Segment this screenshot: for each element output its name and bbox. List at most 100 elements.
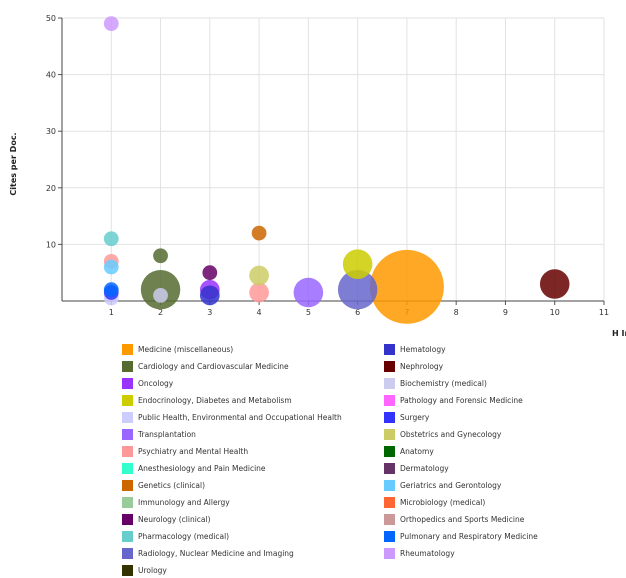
legend-label: Urology [138, 565, 167, 575]
y-tick-label: 20 [46, 184, 56, 193]
legend-item[interactable]: Hematology [384, 342, 446, 356]
legend-swatch [384, 377, 395, 389]
legend-swatch [122, 496, 133, 508]
legend-item[interactable]: Radiology, Nuclear Medicine and Imaging [122, 546, 294, 560]
bubble[interactable]: Obstetrics and Gynecology [249, 265, 269, 286]
legend-label: Dermatology [400, 463, 449, 473]
bubble[interactable]: Endocrinology, Diabetes and Metabolism [342, 249, 373, 279]
legend-label: Microbiology (medical) [400, 497, 486, 507]
bubble[interactable]: Pharmacology (medical) [103, 231, 119, 247]
legend-item[interactable]: Transplantation [122, 427, 196, 441]
legend-swatch [122, 394, 133, 406]
grid [62, 17, 605, 301]
bubble[interactable]: Nephrology [539, 269, 570, 299]
legend-label: Nephrology [400, 361, 444, 371]
bubble[interactable]: Cardiology and Cardiovascular Medicine [153, 248, 168, 264]
x-tick-label: 9 [503, 308, 508, 317]
legend-item[interactable]: Microbiology (medical) [384, 495, 485, 509]
legend-swatch [122, 343, 133, 355]
legend-label: Radiology, Nuclear Medicine and Imaging [138, 548, 294, 558]
legend-swatch [122, 377, 133, 389]
bubble[interactable]: Medicine (miscellaneous) [369, 249, 444, 324]
bubble-chart: 12345678910111020304050 Medicine (miscel… [9, 14, 626, 338]
legend: Medicine (miscellaneous) Cardiology and C… [122, 342, 542, 578]
legend-label: Hematology [400, 344, 446, 354]
legend-item[interactable]: Genetics (clinical) [122, 478, 205, 492]
x-tick-label: 3 [207, 308, 212, 317]
bubble[interactable]: Geriatrics and Gerontology [103, 259, 119, 275]
legend-item[interactable]: Surgery [384, 410, 429, 424]
legend-label: Pulmonary and Respiratory Medicine [400, 531, 538, 541]
legend-swatch [122, 513, 133, 525]
legend-item[interactable]: Anesthesiology and Pain Medicine [122, 461, 266, 475]
legend-label: Oncology [138, 378, 174, 388]
legend-label: Genetics (clinical) [138, 480, 206, 490]
legend-item[interactable]: Neurology (clinical) [122, 512, 211, 526]
legend-item[interactable]: Rheumatology [384, 546, 455, 560]
legend-item[interactable]: Oncology [122, 376, 173, 390]
y-tick-label: 40 [46, 71, 56, 80]
bubble[interactable]: Genetics (clinical) [251, 225, 267, 241]
legend-label: Psychiatry and Mental Health [138, 446, 249, 456]
legend-item[interactable]: Medicine (miscellaneous) [122, 342, 233, 356]
legend-item[interactable]: Public Health, Environmental and Occupat… [122, 410, 342, 424]
legend-item[interactable]: Dermatology [384, 461, 449, 475]
x-tick-label: 5 [306, 308, 311, 317]
y-tick-label: 30 [46, 127, 56, 136]
legend-label: Anesthesiology and Pain Medicine [138, 463, 266, 473]
legend-swatch [384, 513, 395, 525]
x-tick-label: 4 [257, 308, 262, 317]
bubble[interactable]: Biochemistry (medical) [153, 287, 168, 303]
legend-label: Orthopedics and Sports Medicine [400, 514, 525, 524]
legend-item[interactable]: Endocrinology, Diabetes and Metabolism [122, 393, 292, 407]
bubble[interactable]: Transplantation [293, 277, 324, 308]
legend-item[interactable]: Biochemistry (medical) [384, 376, 487, 390]
bubble[interactable]: Hematology [199, 285, 220, 306]
legend-label: Anatomy [400, 446, 434, 456]
x-tick-label: 10 [550, 308, 560, 317]
x-tick-label: 11 [599, 308, 609, 317]
bubble[interactable]: Neurology (clinical) [202, 265, 218, 281]
legend-item[interactable]: Immunology and Allergy [122, 495, 230, 509]
legend-label: Geriatrics and Gerontology [400, 480, 502, 490]
y-tick-label: 10 [46, 240, 56, 249]
legend-swatch [384, 547, 395, 559]
legend-item[interactable]: Orthopedics and Sports Medicine [384, 512, 524, 526]
axes: 12345678910111020304050 [46, 14, 609, 317]
legend-swatch [122, 530, 133, 542]
bubble[interactable]: Psychiatry and Mental Health [249, 282, 269, 303]
legend-item[interactable]: Psychiatry and Mental Health [122, 444, 248, 458]
legend-item[interactable]: Urology [122, 563, 167, 577]
x-tick-label: 8 [454, 308, 459, 317]
legend-label: Pathology and Forensic Medicine [400, 395, 523, 405]
legend-label: Neurology (clinical) [138, 514, 211, 524]
legend-label: Medicine (miscellaneous) [138, 344, 234, 354]
legend-label: Immunology and Allergy [138, 497, 230, 507]
x-tick-label: 1 [109, 308, 114, 317]
legend-swatch [122, 360, 133, 372]
legend-item[interactable]: Pharmacology (medical) [122, 529, 229, 543]
legend-label: Pharmacology (medical) [138, 531, 230, 541]
legend-label: Surgery [400, 412, 430, 422]
legend-swatch [384, 496, 395, 508]
legend-item[interactable]: Pulmonary and Respiratory Medicine [384, 529, 538, 543]
legend-label: Endocrinology, Diabetes and Metabolism [138, 395, 292, 405]
bubble[interactable]: Rheumatology [103, 16, 119, 32]
x-tick-label: 6 [355, 308, 360, 317]
legend-swatch [384, 530, 395, 542]
bubble[interactable]: Pulmonary and Respiratory Medicine [103, 282, 119, 298]
legend-label: Transplantation [138, 429, 196, 439]
bubble[interactable]: Radiology, Nuclear Medicine and Imaging [337, 269, 378, 310]
legend-item[interactable]: Pathology and Forensic Medicine [384, 393, 523, 407]
legend-item[interactable]: Obstetrics and Gynecology [384, 427, 501, 441]
legend-swatch [384, 394, 395, 406]
x-axis-title: H Index [612, 329, 626, 338]
legend-item[interactable]: Anatomy [384, 444, 434, 458]
x-tick-label: 2 [158, 308, 163, 317]
legend-label: Public Health, Environmental and Occupat… [138, 412, 342, 422]
legend-label: Biochemistry (medical) [400, 378, 487, 388]
legend-swatch [384, 428, 395, 440]
legend-item[interactable]: Cardiology and Cardiovascular Medicine [122, 359, 289, 373]
legend-item[interactable]: Geriatrics and Gerontology [384, 478, 501, 492]
legend-item[interactable]: Nephrology [384, 359, 443, 373]
